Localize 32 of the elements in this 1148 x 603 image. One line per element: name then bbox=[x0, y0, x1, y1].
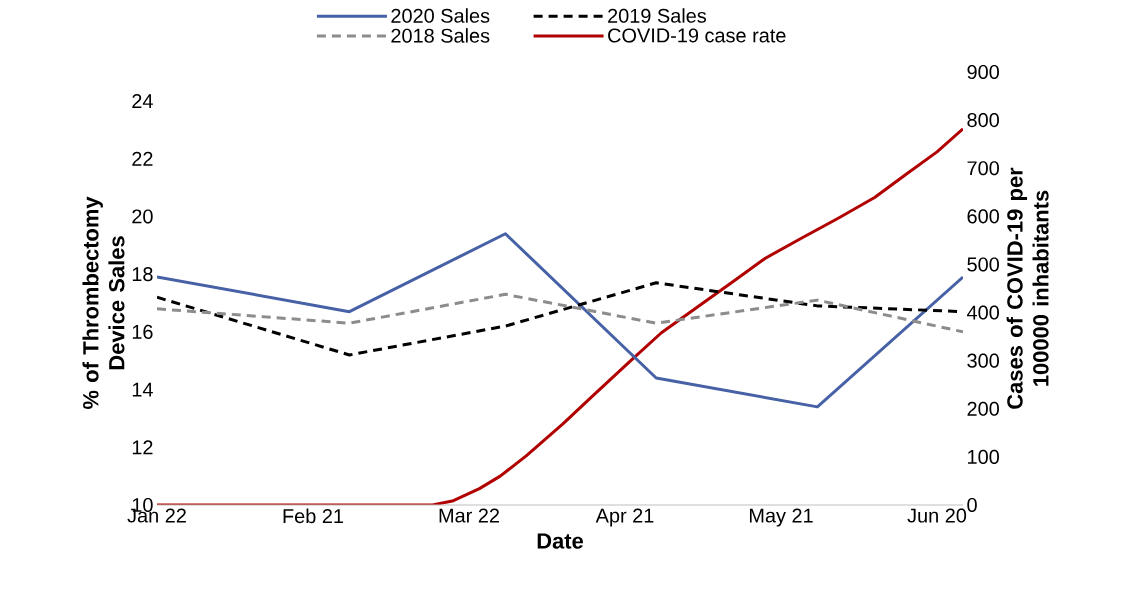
y2-tick-label: 100 bbox=[968, 449, 999, 464]
line-series bbox=[157, 292, 964, 334]
y2-tick-label: 400 bbox=[966, 305, 999, 320]
y2-tick-label: 700 bbox=[967, 161, 999, 176]
y2-tick-label: 200 bbox=[967, 401, 999, 416]
x-tick-label: Jun 20 bbox=[907, 508, 967, 523]
y-axis-title: % of Thrombectomy Device Sales bbox=[82, 196, 125, 409]
y-tick-label: 12 bbox=[132, 440, 153, 455]
y2-tick-label: 600 bbox=[967, 209, 999, 224]
y2-tick-label: 500 bbox=[967, 257, 999, 272]
y-tick-label: 20 bbox=[132, 209, 153, 224]
x-tick-label: Apr 21 bbox=[595, 508, 654, 527]
y2-tick-label: 900 bbox=[967, 64, 999, 80]
y-tick-label: 22 bbox=[132, 151, 153, 166]
y2-axis-title: Cases of COVID-19 per 100000 inhabitants bbox=[1006, 167, 1049, 409]
y2-tick-label: 0 bbox=[967, 497, 977, 513]
x-axis-title: Date bbox=[537, 533, 583, 549]
x-tick-label: Mar 22 bbox=[439, 508, 499, 523]
y-tick-label: 24 bbox=[132, 94, 153, 108]
legend-label: 2020 Sales bbox=[391, 8, 490, 23]
y-tick-label: 14 bbox=[132, 382, 153, 397]
y2-tick-label: 300 bbox=[967, 353, 999, 368]
legend-label: 2019 Sales bbox=[608, 8, 707, 23]
x-tick-label: May 21 bbox=[749, 508, 813, 527]
line-series bbox=[157, 127, 964, 505]
y-tick-label: 16 bbox=[132, 324, 153, 339]
legend-label: 2018 Sales bbox=[391, 28, 490, 43]
line-series bbox=[157, 232, 964, 409]
x-tick-label: Feb 21 bbox=[283, 508, 344, 524]
y2-tick-label: 800 bbox=[967, 113, 999, 128]
legend-label: COVID-19 case rate bbox=[608, 28, 786, 43]
y-tick-label: 18 bbox=[132, 267, 153, 282]
